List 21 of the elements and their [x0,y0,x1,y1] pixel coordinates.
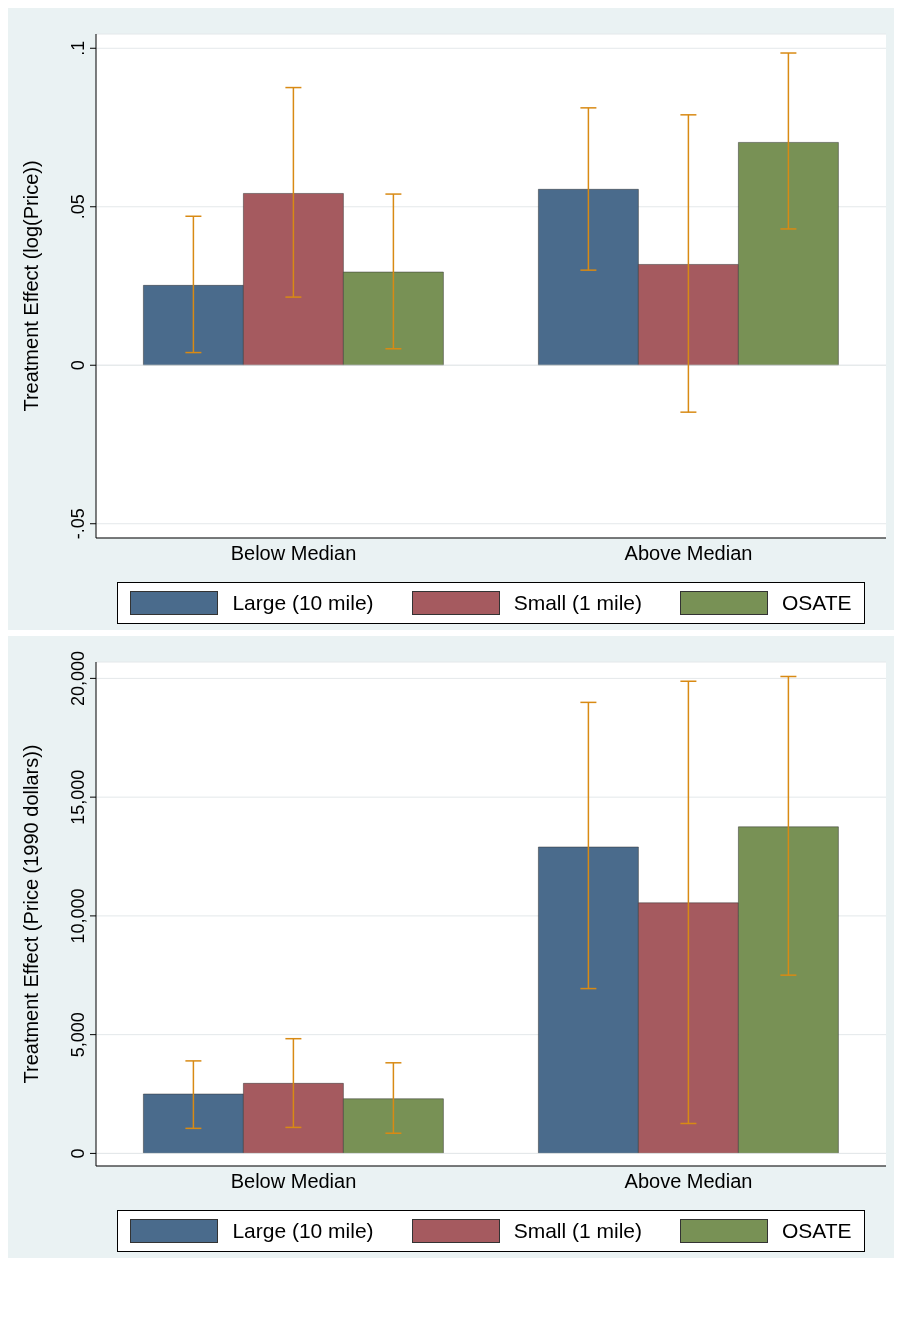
y-tick-label: 15,000 [68,769,88,825]
legend-label: OSATE [781,1219,852,1243]
y-tick-label: 20,000 [68,650,88,706]
legend-label: OSATE [781,591,852,615]
legend-label: Small (1 mile) [513,1219,642,1243]
legend-label: Large (10 mile) [232,591,374,615]
y-tick-label: .1 [68,40,88,56]
x-tick-label: Below Median [230,1170,357,1193]
y-axis-title: Treatment Effect (log(Price)) [20,160,43,412]
y-tick-label: 5,000 [68,1012,88,1058]
y-axis-title: Treatment Effect (Price (1990 dollars)) [20,744,43,1084]
x-tick-label: Above Median [624,1170,753,1193]
x-tick-label: Above Median [624,542,753,565]
y-tick-label: 0 [68,360,88,371]
y-tick-label: .05 [68,194,88,220]
x-tick-label: Below Median [230,542,357,565]
y-tick-label: -.05 [68,508,88,540]
y-tick-label: 0 [68,1148,88,1159]
y-tick-label: 10,000 [68,888,88,944]
legend-label: Small (1 mile) [513,591,642,615]
legend-label: Large (10 mile) [232,1219,374,1243]
